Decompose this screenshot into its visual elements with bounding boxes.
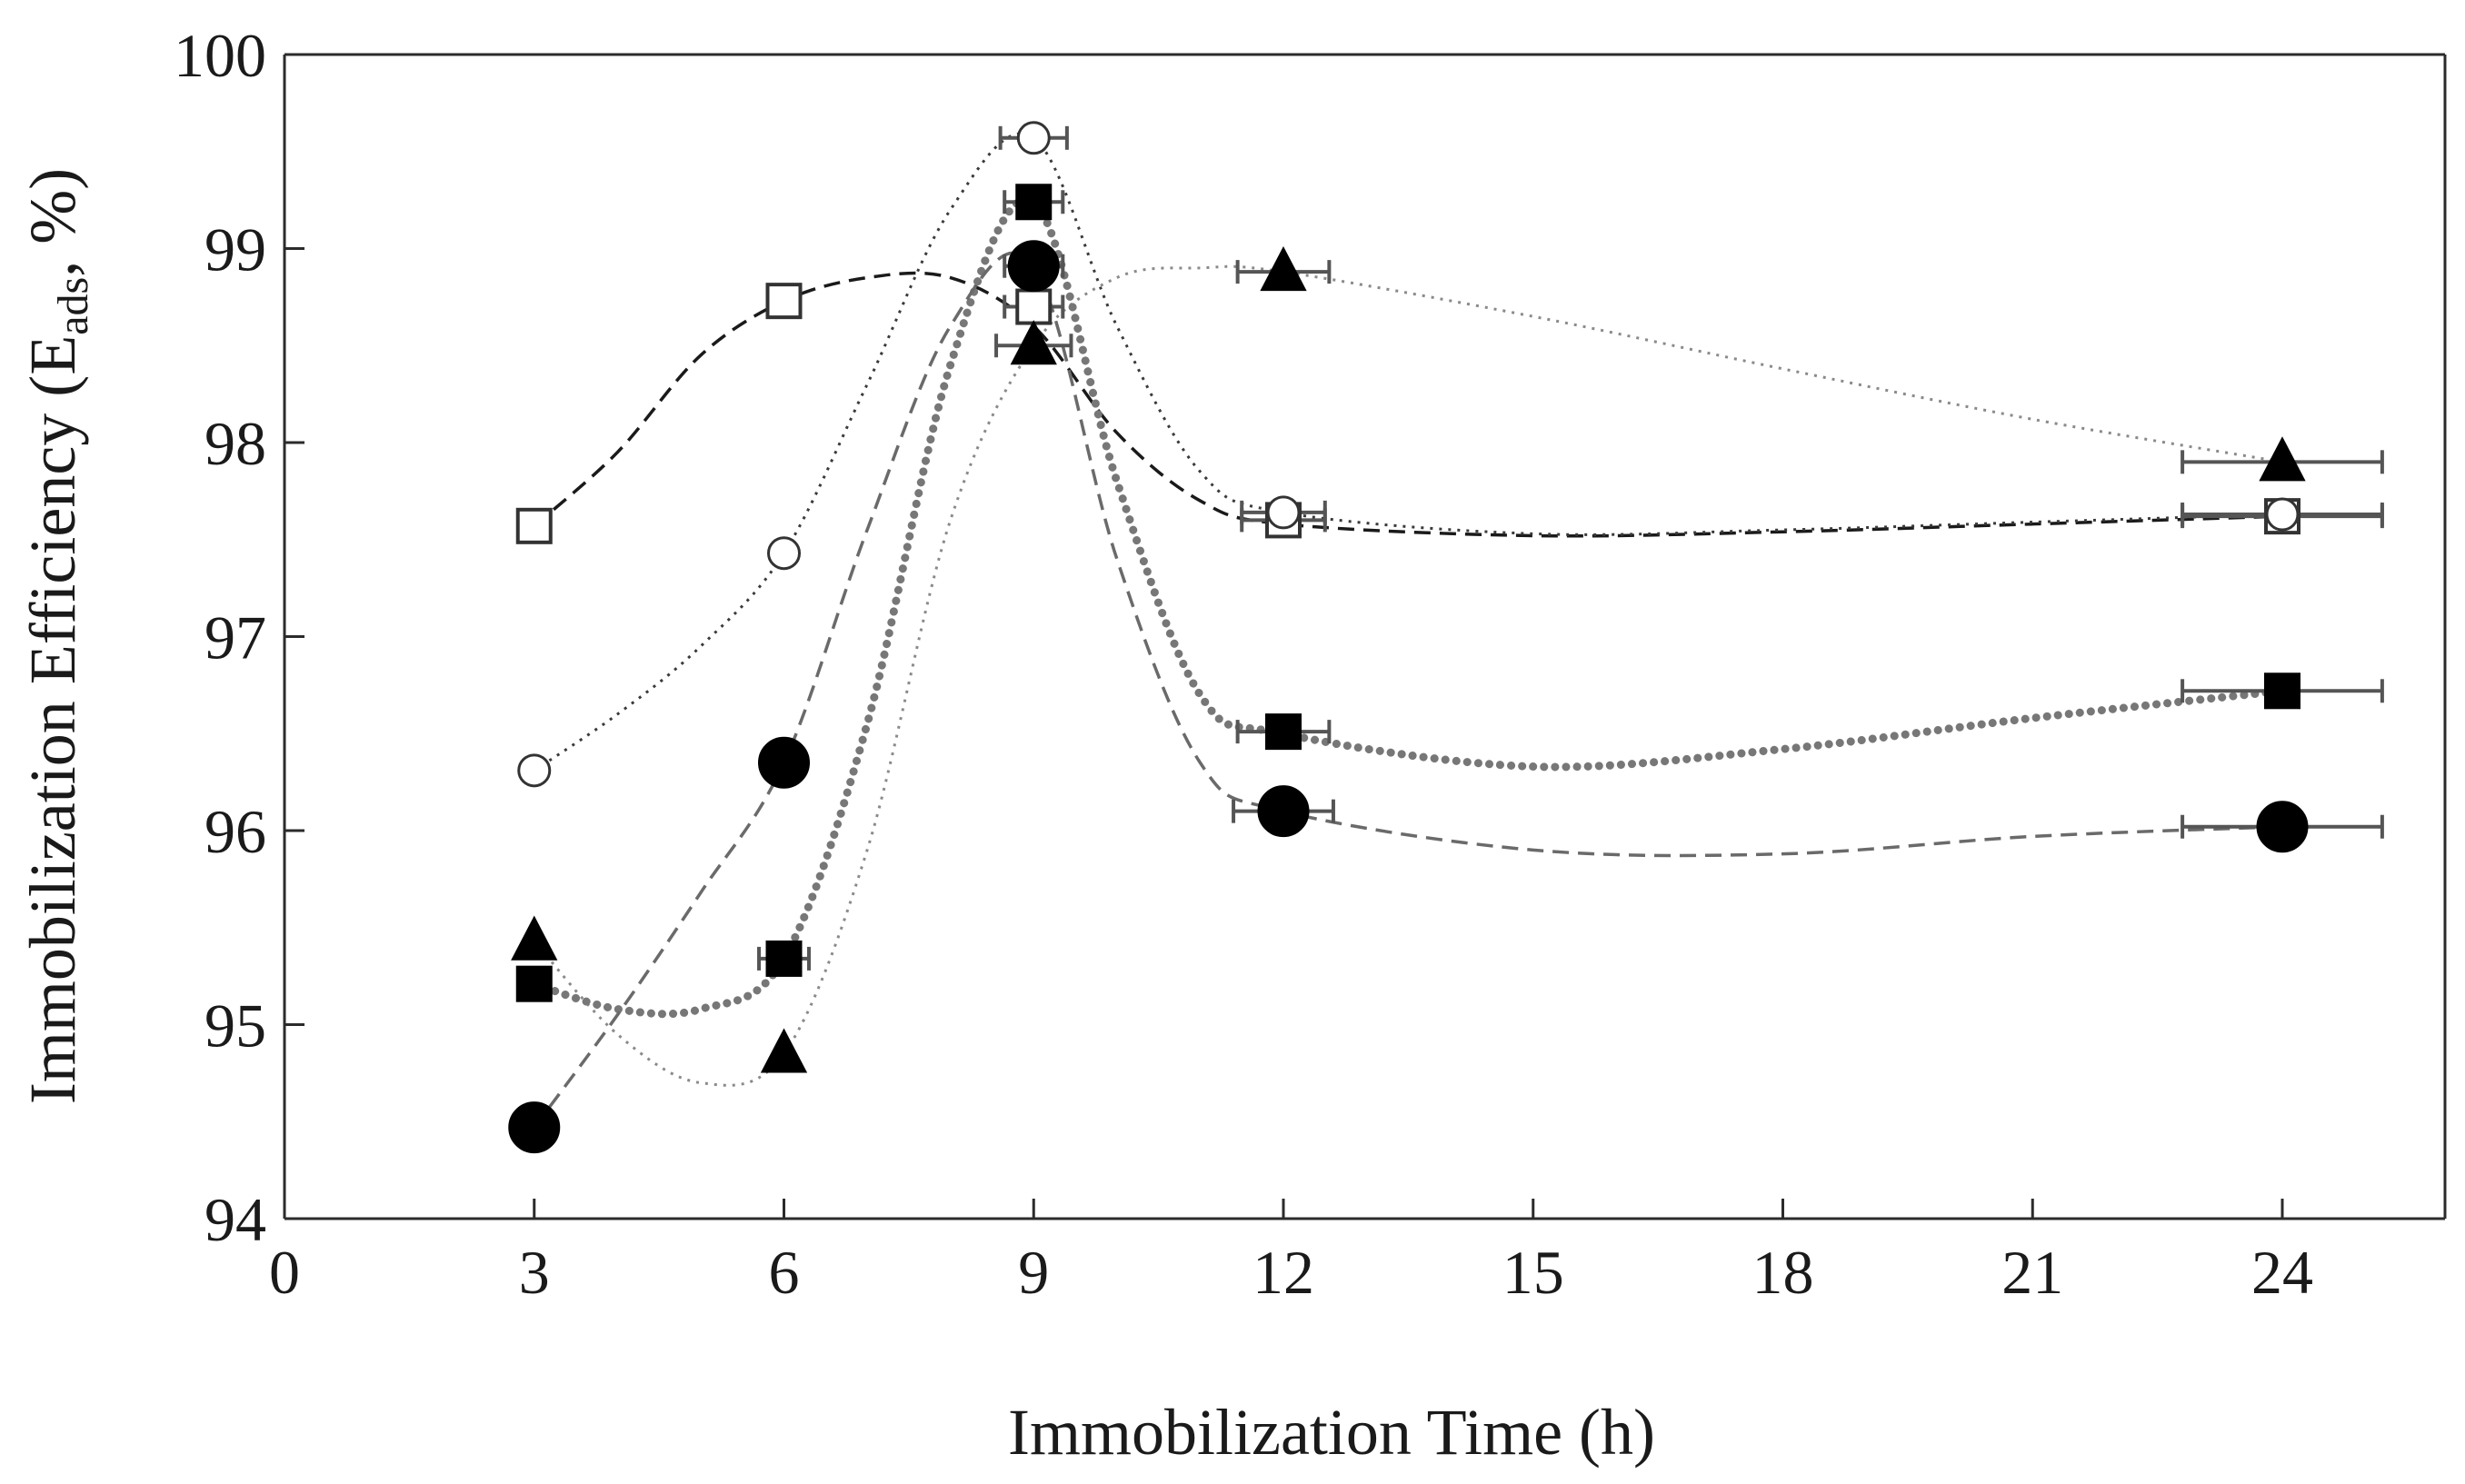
x-tick-label: 21 xyxy=(2001,1238,2063,1307)
point-filled-circle xyxy=(508,1101,561,1154)
data-markers xyxy=(508,121,2309,1154)
curve-filled-circle xyxy=(533,251,2283,1129)
point-filled-triangle xyxy=(1010,320,1057,365)
point-open-square xyxy=(1015,288,1053,325)
point-filled-triangle xyxy=(2259,436,2306,482)
y-tick-label: 96 xyxy=(205,797,266,866)
y-axis-label-suffix: , %) xyxy=(16,168,89,277)
point-filled-circle xyxy=(758,736,810,789)
x-tick-label: 3 xyxy=(519,1238,550,1307)
x-axis-label: Immobilization Time (h) xyxy=(1008,1396,1655,1469)
point-filled-square xyxy=(1265,713,1302,751)
y-tick-label: 98 xyxy=(205,409,266,478)
point-open-square xyxy=(515,507,553,544)
y-tick-label: 97 xyxy=(205,603,266,672)
point-filled-triangle xyxy=(511,915,558,961)
x-tick-label: 12 xyxy=(1252,1238,1314,1307)
curve-filled-triangle xyxy=(533,264,2283,1087)
error-bars xyxy=(757,125,2384,971)
point-filled-square xyxy=(765,940,803,977)
point-filled-circle xyxy=(1007,240,1060,293)
curve-filled-square xyxy=(530,195,2287,1019)
x-tick-label: 18 xyxy=(1752,1238,1814,1307)
series-curves xyxy=(530,132,2287,1129)
point-filled-circle xyxy=(1257,785,1310,838)
point-filled-circle xyxy=(2256,801,2309,853)
y-tick-label: 94 xyxy=(205,1185,266,1254)
point-filled-square xyxy=(2264,672,2300,710)
curve-open-circle xyxy=(533,132,2283,772)
point-filled-square xyxy=(515,965,553,1002)
y-axis-ticks: 94 95 96 97 98 99 100 xyxy=(174,21,304,1254)
y-tick-label: 100 xyxy=(174,21,266,90)
point-filled-square xyxy=(1015,184,1053,221)
x-tick-label: 0 xyxy=(269,1238,300,1307)
point-filled-triangle xyxy=(760,1028,808,1073)
point-open-circle xyxy=(1016,121,1051,155)
y-tick-label: 99 xyxy=(205,215,266,284)
x-tick-label: 15 xyxy=(1502,1238,1564,1307)
point-open-square xyxy=(765,283,803,320)
y-tick-label: 95 xyxy=(205,991,266,1061)
y-axis-label-prefix: Immobilization Efficiency (E xyxy=(16,335,89,1104)
y-axis-label: Immobilization Efficiency (Eads, %) xyxy=(16,168,97,1104)
plot-area xyxy=(283,53,2447,1220)
x-tick-label: 9 xyxy=(1018,1238,1049,1307)
curve-open-square xyxy=(533,271,2283,538)
point-open-circle xyxy=(517,753,552,788)
point-filled-triangle xyxy=(1260,245,1307,292)
x-tick-label: 6 xyxy=(769,1238,800,1307)
point-open-circle xyxy=(767,536,801,571)
point-open-circle xyxy=(2265,497,2300,532)
point-open-circle xyxy=(1266,495,1301,530)
x-axis-ticks: 0 3 6 9 12 15 18 21 24 xyxy=(269,1199,2313,1307)
x-tick-label: 24 xyxy=(2251,1238,2313,1307)
y-axis-label-subscript: ads xyxy=(49,277,97,335)
